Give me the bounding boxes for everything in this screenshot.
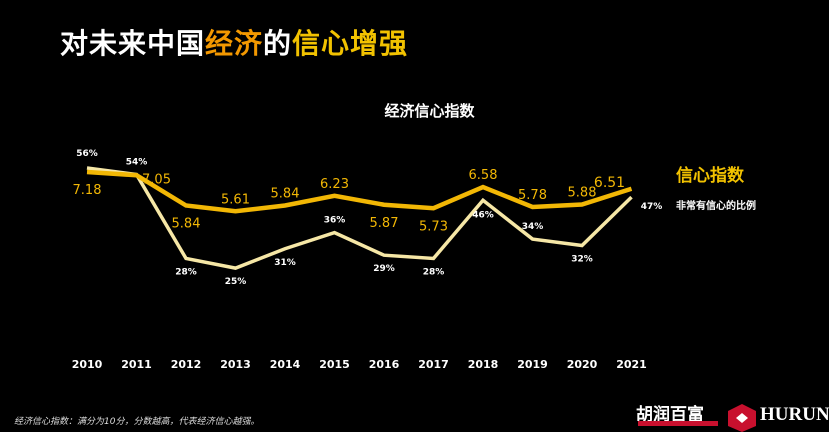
data-label-percent: 47% bbox=[641, 202, 663, 212]
data-label-percent: 32% bbox=[571, 255, 593, 265]
title-part: 对未来中国 bbox=[60, 27, 206, 60]
data-label-percent: 31% bbox=[274, 258, 296, 268]
data-label-index: 6.58 bbox=[469, 168, 498, 183]
legend-percent: 非常有信心的比例 bbox=[676, 199, 756, 212]
data-label-index: 5.87 bbox=[370, 216, 399, 231]
data-label-index: 5.84 bbox=[172, 217, 201, 232]
series-line-percent bbox=[86, 166, 633, 270]
data-label-index: 5.78 bbox=[518, 188, 547, 203]
title-highlight: 信心增强 bbox=[292, 27, 409, 60]
data-label-percent: 36% bbox=[324, 216, 346, 226]
data-label-index: 5.84 bbox=[271, 187, 300, 202]
x-tick-label: 2020 bbox=[567, 358, 598, 371]
data-label-index: 5.88 bbox=[568, 186, 597, 201]
data-label-index: 6.23 bbox=[320, 177, 349, 192]
data-label-percent: 28% bbox=[175, 267, 197, 277]
x-tick-label: 2013 bbox=[220, 358, 251, 371]
data-label-index: 6.51 bbox=[594, 175, 625, 191]
x-tick-label: 2012 bbox=[171, 358, 202, 371]
page-title: 对未来中国经济的信心增强 bbox=[60, 22, 408, 62]
data-label-percent: 25% bbox=[225, 277, 247, 287]
footnote: 经济信心指数：满分为10分，分数越高，代表经济信心越强。 bbox=[14, 417, 260, 427]
legend-index: 信心指数 bbox=[676, 165, 745, 186]
hurun-logo-en: HURUN bbox=[760, 404, 829, 425]
data-label-percent: 56% bbox=[76, 149, 98, 159]
data-label-index: 5.61 bbox=[221, 192, 250, 207]
hurun-logo-cn: 胡润百富 bbox=[636, 405, 704, 425]
logo-bar bbox=[638, 421, 718, 426]
x-tick-label: 2010 bbox=[72, 358, 103, 371]
data-label-percent: 46% bbox=[472, 210, 494, 220]
data-label-index: 7.18 bbox=[73, 183, 102, 198]
x-tick-label: 2017 bbox=[418, 358, 449, 371]
chart-title: 经济信心指数 bbox=[384, 102, 475, 120]
data-label-index: 5.73 bbox=[419, 219, 448, 234]
series-line-index bbox=[86, 169, 633, 214]
data-label-percent: 28% bbox=[423, 267, 445, 277]
x-tick-label: 2016 bbox=[369, 358, 400, 371]
x-tick-label: 2011 bbox=[121, 358, 152, 371]
title-highlight: 经济 bbox=[205, 27, 264, 60]
data-label-percent: 34% bbox=[522, 222, 544, 232]
x-tick-label: 2018 bbox=[468, 358, 499, 371]
x-tick-label: 2014 bbox=[270, 358, 301, 371]
data-label-index: 7.05 bbox=[142, 172, 171, 187]
x-tick-label: 2021 bbox=[616, 358, 647, 371]
data-label-percent: 54% bbox=[126, 157, 148, 167]
x-tick-label: 2019 bbox=[517, 358, 548, 371]
title-part: 的 bbox=[263, 27, 293, 60]
data-label-percent: 29% bbox=[373, 264, 395, 274]
x-tick-label: 2015 bbox=[319, 358, 350, 371]
